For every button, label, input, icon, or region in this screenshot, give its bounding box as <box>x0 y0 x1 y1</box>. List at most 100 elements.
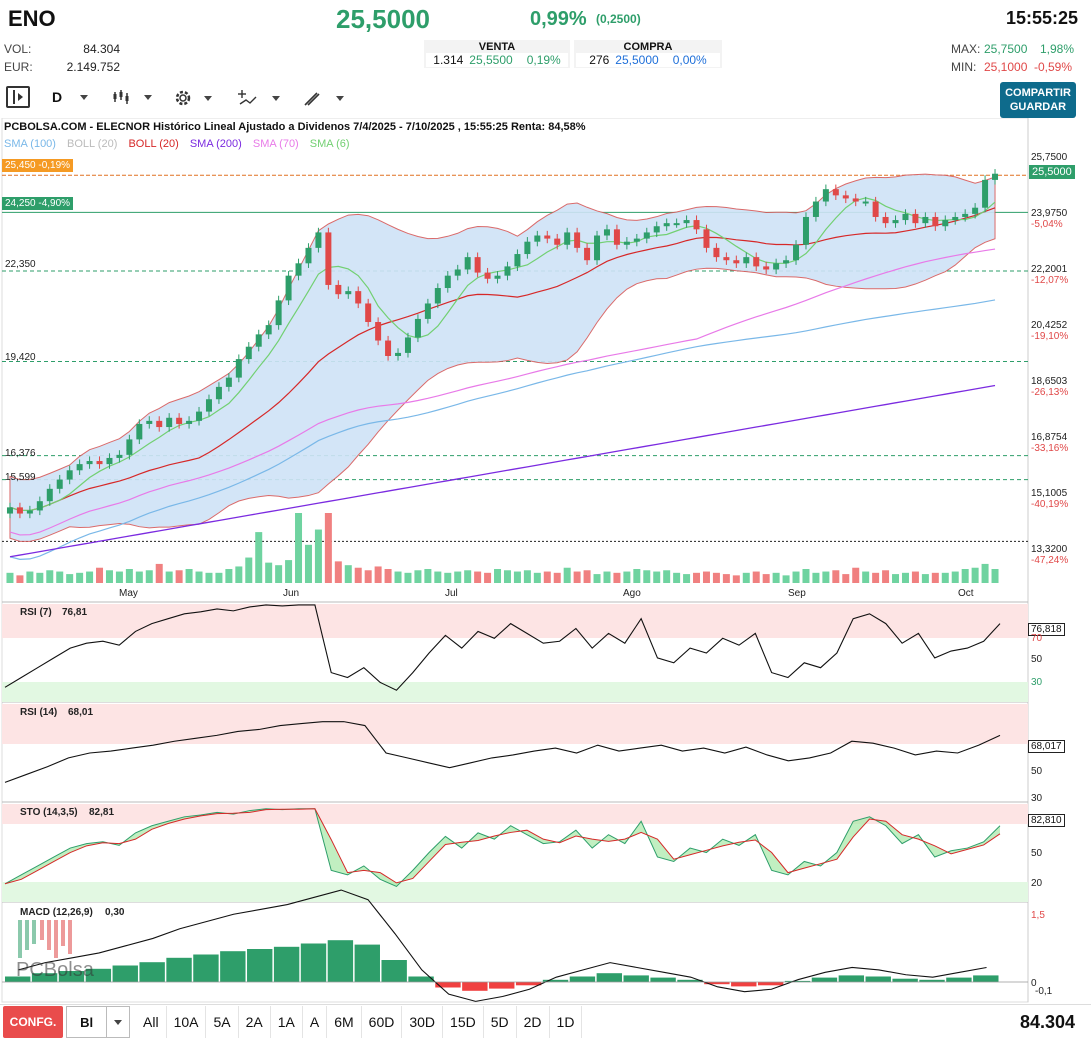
chart-type-selector[interactable] <box>112 88 152 106</box>
legend-boll[interactable]: BOLL (20) <box>128 138 179 150</box>
macd-histogram-bar <box>31 973 58 982</box>
legend-sma70[interactable]: SMA (70) <box>252 138 299 150</box>
period-5a-button[interactable]: 5A <box>206 1006 239 1038</box>
volume-bar <box>16 575 24 583</box>
period-60d-button[interactable]: 60D <box>362 1006 403 1038</box>
volume-bar <box>872 572 880 583</box>
macd-histogram-bar <box>838 975 865 982</box>
candle <box>713 247 720 258</box>
candle <box>763 266 770 270</box>
legend-sma6[interactable]: SMA (6) <box>309 138 350 150</box>
drawing-tools-selector[interactable] <box>302 88 344 108</box>
rsi7-level: 50 <box>1031 654 1043 665</box>
candle <box>524 241 531 255</box>
chevron-down-icon <box>144 94 152 100</box>
y-axis-pct: -5,04% <box>1031 219 1063 230</box>
ticker-symbol: ENO <box>8 6 56 31</box>
vol-value: 84.304 <box>83 42 120 56</box>
period-6m-button[interactable]: 6M <box>327 1006 362 1038</box>
indicators-selector[interactable] <box>238 88 280 108</box>
volume-bar <box>951 571 959 583</box>
volume-bar <box>832 570 840 583</box>
gear-icon <box>175 90 191 106</box>
candle <box>932 216 939 227</box>
chart-type-dropdown[interactable]: Bl <box>66 1006 130 1038</box>
volume-bar <box>613 572 621 583</box>
settings-selector[interactable] <box>172 87 212 109</box>
volume-bar <box>842 574 850 583</box>
y-axis-label: 16,8754 <box>1031 432 1068 443</box>
candle <box>862 201 869 204</box>
period-10a-button[interactable]: 10A <box>167 1006 207 1038</box>
volume-bar <box>26 571 34 583</box>
volume-bar <box>86 571 94 583</box>
volume-bar <box>275 565 283 583</box>
volume-bar <box>145 570 153 583</box>
candle <box>26 510 33 514</box>
candle <box>912 213 919 224</box>
macd-histogram-bar <box>569 976 596 982</box>
volume-bar <box>225 569 233 583</box>
candle <box>345 291 352 295</box>
pcbolsa-logo: PCBolsa <box>16 918 94 982</box>
candle <box>454 269 461 276</box>
volume-bar <box>454 571 462 583</box>
period-15d-button[interactable]: 15D <box>443 1006 484 1038</box>
candle <box>623 241 630 245</box>
legend-sma200[interactable]: SMA (200) <box>189 138 242 150</box>
candle <box>842 195 849 199</box>
period-2d-button[interactable]: 2D <box>517 1006 550 1038</box>
period-5d-button[interactable]: 5D <box>484 1006 517 1038</box>
candle <box>783 260 790 264</box>
price-chart[interactable] <box>0 118 1091 1004</box>
macd-histogram-bar <box>381 960 407 982</box>
candle <box>136 423 143 440</box>
macd-histogram-bar <box>489 982 515 989</box>
volume-bar <box>653 571 661 583</box>
period-30d-button[interactable]: 30D <box>402 1006 444 1038</box>
volume-bar <box>484 572 492 583</box>
volume-bar <box>882 570 890 583</box>
candle <box>584 247 591 261</box>
volume-bar <box>474 571 482 583</box>
period-all-button[interactable]: All <box>136 1006 167 1038</box>
stochastic-d-line <box>4 808 1001 885</box>
watermark-text: PCBolsa <box>16 959 94 981</box>
period-1a-button[interactable]: 1A <box>271 1006 303 1038</box>
candle <box>574 232 581 248</box>
volume-bar <box>941 572 949 583</box>
chart-title: PCBOLSA.COM - ELECNOR Histórico Lineal A… <box>4 121 586 133</box>
candle <box>66 470 73 480</box>
candle <box>305 247 312 264</box>
legend-boll-upper[interactable]: BOLL (20) <box>67 138 118 150</box>
legend-sma100[interactable]: SMA (100) <box>4 138 56 150</box>
volume-bar <box>633 569 641 583</box>
volume-bar <box>643 570 651 583</box>
candle <box>643 232 650 239</box>
volume-bar <box>96 567 104 583</box>
macd-histogram-bar <box>515 982 542 986</box>
sell-pct: 0,19% <box>526 53 561 67</box>
candle <box>484 272 491 279</box>
candle <box>673 223 680 226</box>
period-2a-button[interactable]: 2A <box>239 1006 271 1038</box>
macd-histogram-bar <box>139 962 165 982</box>
panel-toggle-icon[interactable] <box>6 86 30 108</box>
volume-bar <box>394 571 402 583</box>
candle <box>146 420 153 424</box>
volume-bar <box>911 571 919 583</box>
period-1d-button[interactable]: 1D <box>550 1006 583 1038</box>
total-volume: 84.304 <box>1020 1012 1076 1032</box>
share-save-button[interactable]: COMPARTIR GUARDAR <box>1000 82 1076 118</box>
period-selector[interactable]: D <box>52 89 89 105</box>
volume-bar <box>285 560 293 583</box>
config-button[interactable]: CONFG. <box>3 1006 63 1038</box>
sto-level: 20 <box>1031 878 1043 889</box>
period-a-button[interactable]: A <box>303 1006 328 1038</box>
month-label: Ago <box>623 588 641 599</box>
volume-bar <box>802 569 810 583</box>
sma6-line <box>9 197 996 512</box>
sell-label: VENTA <box>478 41 516 53</box>
min-pct: -0,59% <box>1034 60 1073 74</box>
candle <box>693 220 700 230</box>
